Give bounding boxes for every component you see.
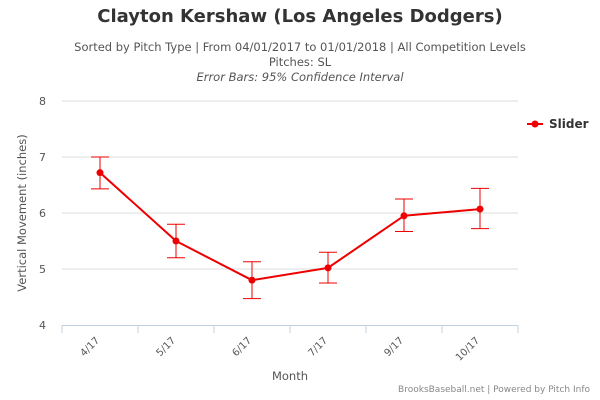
y-tick-label: 8 <box>39 95 46 108</box>
data-point[interactable] <box>96 169 104 177</box>
legend-marker <box>531 120 539 128</box>
y-tick-label: 5 <box>39 263 46 276</box>
legend-item-slider[interactable]: Slider <box>549 117 589 131</box>
x-axis-title: Month <box>272 369 308 383</box>
y-axis-title: Vertical Movement (inches) <box>15 134 29 291</box>
x-tick-label: 10/17 <box>454 335 482 363</box>
data-point[interactable] <box>172 237 180 245</box>
chart-subtitle-filters: Sorted by Pitch Type | From 04/01/2017 t… <box>74 40 526 54</box>
series-line[interactable] <box>99 171 481 282</box>
y-tick-label: 6 <box>39 207 46 220</box>
chart-title: Clayton Kershaw (Los Angeles Dodgers) <box>97 6 503 27</box>
y-tick-label: 7 <box>39 151 46 164</box>
data-point[interactable] <box>400 212 408 220</box>
series-slider[interactable] <box>91 156 489 300</box>
legend[interactable]: Slider <box>527 117 589 131</box>
axes: 4 5 6 7 8 4/17 5/17 6/17 7/17 9/17 10/17 <box>39 95 519 364</box>
credits-link[interactable]: BrooksBaseball.net | Powered by Pitch In… <box>398 385 590 395</box>
data-point[interactable] <box>324 264 332 272</box>
x-tick-label: 7/17 <box>306 335 330 359</box>
chart-subtitle-error-bars: Error Bars: 95% Confidence Interval <box>196 70 404 84</box>
x-tick-label: 6/17 <box>230 335 254 359</box>
data-point[interactable] <box>476 205 484 213</box>
gridlines <box>62 100 518 270</box>
x-tick-label: 4/17 <box>78 335 102 359</box>
data-point[interactable] <box>248 276 256 284</box>
x-tick-label: 9/17 <box>382 335 406 359</box>
x-tick-label: 5/17 <box>154 335 178 359</box>
chart-subtitle-pitches: Pitches: SL <box>268 55 332 69</box>
y-tick-label: 4 <box>39 319 46 332</box>
